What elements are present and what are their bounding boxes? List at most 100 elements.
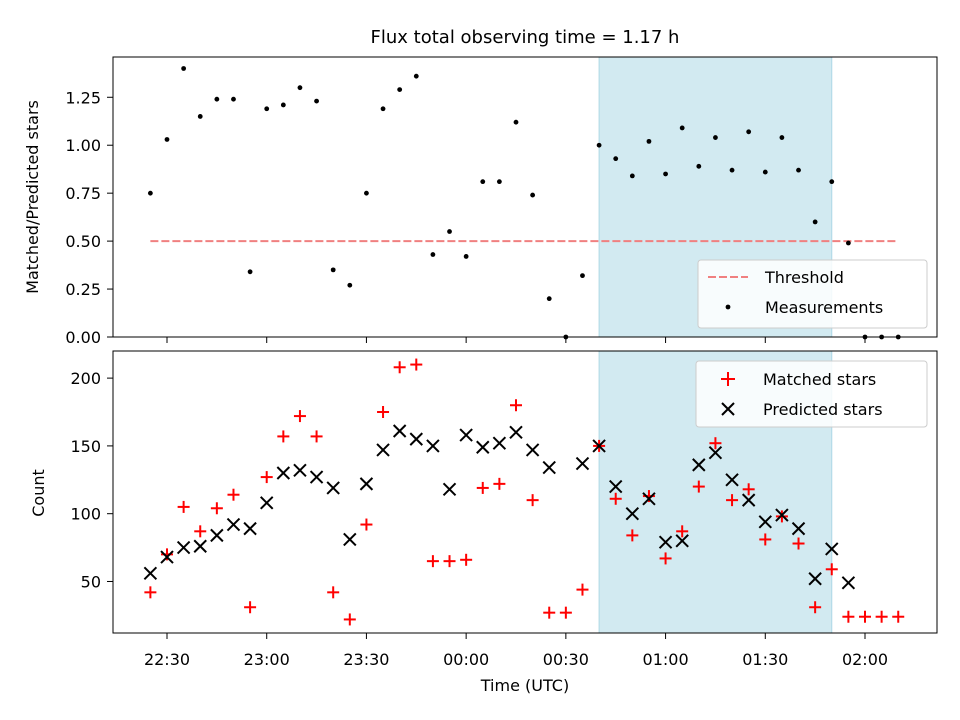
matched-star-point	[377, 406, 390, 419]
measurement-point	[480, 179, 486, 185]
bottom-x-tick-label: 00:00	[443, 650, 489, 669]
matched-star-point	[726, 494, 739, 507]
measurement-point	[264, 106, 270, 112]
predicted-star-point	[409, 432, 423, 446]
matched-star-point	[676, 525, 689, 538]
matched-star-point	[659, 552, 672, 565]
top-chart: 0.00 0.25 0.50 0.75 1.00 1.25 Matched/Predict…	[23, 56, 938, 347]
measurement-point	[347, 282, 353, 288]
measurement-point	[530, 192, 536, 198]
predicted-star-point	[592, 439, 606, 453]
matched-star-point	[559, 606, 572, 619]
predicted-star-point	[725, 473, 739, 487]
measurement-point	[796, 167, 801, 173]
bottom-plot-frame	[112, 350, 938, 634]
predicted-star-point	[459, 428, 473, 442]
measurement-point	[214, 96, 220, 102]
matched-star-point	[327, 586, 340, 599]
measurement-point	[629, 173, 635, 179]
legend-matched-label: Matched stars	[763, 370, 876, 389]
measurement-point	[646, 138, 652, 144]
matched-star-point	[609, 492, 622, 505]
measurement-point	[845, 240, 851, 246]
predicted-star-point	[309, 470, 324, 484]
predicted-star-point	[243, 521, 257, 536]
matched-star-point	[576, 583, 589, 596]
bottom-chart: 50 100 150 200 22:30 23:00 23:30 00:00 00:30 01:0…	[29, 350, 938, 695]
bottom-y-axis-label: Count	[29, 469, 48, 517]
bottom-y-tick-label: 150	[70, 437, 101, 456]
matched-star-point	[293, 410, 306, 423]
predicted-star-point	[276, 466, 291, 480]
predicted-star-point	[825, 542, 839, 556]
predicted-star-point	[708, 445, 723, 460]
predicted-star-point	[376, 443, 390, 457]
top-y-tick-label: 1.25	[65, 88, 101, 107]
measurement-point	[314, 98, 319, 104]
matched-star-point	[792, 537, 805, 550]
measurement-point	[779, 135, 785, 140]
matched-star-point	[277, 430, 290, 443]
measurement-point	[746, 129, 752, 135]
predicted-star-point	[658, 535, 673, 549]
matched-star-point	[709, 437, 722, 450]
matched-star-point	[144, 586, 157, 599]
measurement-point	[197, 114, 203, 119]
predicted-star-point	[260, 496, 274, 510]
matched-star-point	[842, 610, 855, 623]
matched-star-point	[244, 601, 257, 614]
matched-star-point	[859, 610, 871, 623]
measurement-point	[463, 254, 469, 259]
predicted-star-point	[841, 576, 856, 590]
predicted-star-point	[509, 425, 523, 440]
measurement-point	[713, 135, 718, 140]
measurement-point	[513, 119, 519, 125]
matched-star-point	[393, 361, 406, 374]
bottom-x-tick-label: 23:00	[244, 650, 290, 669]
measurement-point	[413, 73, 419, 79]
predicted-star-point	[525, 443, 540, 457]
matched-star-point	[426, 555, 439, 568]
matched-star-point	[825, 563, 838, 576]
bottom-x-axis-label: Time (UTC)	[480, 676, 569, 695]
matched-star-point	[510, 399, 522, 412]
top-chart-title: Flux total observing time = 1.17 h	[371, 27, 680, 48]
predicted-star-point	[741, 493, 756, 507]
predicted-star-point	[326, 481, 340, 495]
predicted-star-point	[343, 532, 357, 547]
predicted-star-point	[426, 439, 440, 453]
predicted-star-point	[392, 424, 407, 438]
measurement-point	[280, 102, 286, 108]
bottom-y-tick-label: 50	[81, 572, 101, 591]
legend-predicted-label: Predicted stars	[763, 400, 883, 419]
predicted-star-point	[359, 477, 374, 491]
predicted-star-point	[226, 517, 241, 532]
matched-star-point	[892, 610, 905, 623]
measurement-point	[164, 137, 170, 142]
matched-star-point	[875, 610, 888, 623]
measurement-point	[364, 190, 369, 196]
measurement-point	[829, 179, 835, 185]
predicted-star-point	[476, 440, 490, 454]
top-y-axis-label: Matched/Predicted stars	[23, 100, 42, 294]
legend-threshold-label: Threshold	[764, 268, 844, 287]
matched-star-point	[343, 613, 356, 626]
measurement-point	[762, 169, 768, 175]
predicted-star-point	[675, 534, 689, 548]
legend-predicted-swatch	[721, 402, 735, 416]
matched-star-point	[227, 488, 240, 501]
bottom-x-tick-label: 01:00	[643, 650, 689, 669]
matched-star-point	[194, 525, 207, 538]
predicted-star-point	[176, 540, 191, 555]
predicted-star-point	[609, 479, 623, 494]
predicted-star-point	[808, 572, 822, 586]
matched-star-point	[493, 477, 506, 490]
top-y-tick-label: 1.00	[65, 136, 101, 155]
predicted-star-point	[758, 515, 772, 529]
bottom-x-tick-label: 00:30	[543, 650, 589, 669]
measurement-point	[679, 125, 685, 131]
predicted-star-point	[625, 506, 640, 521]
matched-star-point	[310, 430, 323, 443]
predicted-star-point	[542, 460, 556, 475]
